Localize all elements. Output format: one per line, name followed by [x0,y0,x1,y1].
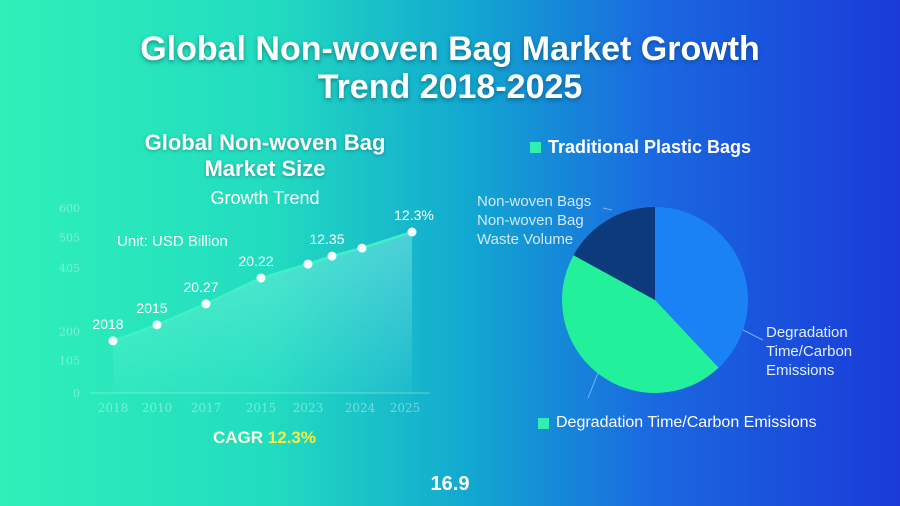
leader-line [742,329,764,341]
data-line [112,230,413,343]
cagr-label: CAGR [213,428,264,447]
x-tick-label: 2025 [390,401,421,415]
x-tick-label: 2010 [142,401,173,415]
data-point [201,299,211,309]
data-point [108,336,118,346]
main-title: Global Non-woven Bag Market Growth Trend… [0,30,900,106]
pie-label-dark: Non-woven Bags Non-woven Bag Waste Volum… [477,192,591,249]
pie-slice [655,207,748,368]
line-chart-title-line2: Market Size [204,156,326,181]
leader-line [587,372,599,399]
line-chart-title-line1: Global Non-woven Bag [144,130,386,155]
point-label: 2015 [136,300,167,316]
pie-legend-bottom: Degradation Time/Carbon Emissions [538,414,817,432]
bottom-value: 16.9 [430,473,470,495]
unit-label: Unit: USD Billion [117,233,228,250]
x-tick-label: 2018 [98,401,129,415]
data-point [303,259,313,269]
main-title-line1: Global Non-woven Bag Market Growth [140,30,760,68]
data-point [256,273,266,283]
legend-label: Traditional Plastic Bags [548,137,752,157]
pie-legend-top: Traditional Plastic Bags [530,137,751,158]
legend-swatch [538,417,549,429]
line-chart-subtitle: Growth Trend [210,188,320,208]
pie-label-line: Non-woven Bag [477,212,584,229]
y-tick-label: 0 [73,387,80,400]
line-area [113,232,412,393]
x-tick-label: 2024 [345,401,376,415]
pie-label-blue: Degradation Time/Carbon Emissions [766,323,852,380]
line-chart-title: Global Non-woven Bag Market Size [100,130,430,182]
data-point [357,243,367,253]
y-tick-label: 505 [59,231,80,244]
point-label: 20.27 [183,279,218,295]
y-tick-label: 405 [59,262,80,275]
pie-slice [573,207,655,300]
point-label: 2018 [92,316,123,332]
data-point [327,251,337,261]
cagr-value: 12.3% [267,428,316,447]
cagr: CAGR 12.3% [213,428,316,448]
y-tick-label: 105 [59,355,80,368]
y-tick-label: 200 [59,325,80,338]
x-tick-label: 2017 [191,401,222,415]
pie-label-line: Degradation [766,324,848,341]
pie-label-line: Non-woven Bags [477,193,592,210]
leader-line [602,207,613,211]
y-tick-label: 600 [59,202,80,215]
data-point [152,320,162,330]
point-label: 12.35 [309,231,344,247]
pie-label-line: Emissions [766,362,835,379]
legend-label: Degradation Time/Carbon Emissions [556,414,817,431]
pie-label-line: Waste Volume [477,231,574,248]
legend-swatch [530,142,541,153]
point-label: 12.3% [394,207,434,223]
pie-label-line: Time/Carbon [766,343,853,360]
data-point [407,227,417,237]
x-tick-label: 2015 [246,401,277,415]
main-title-line2: Trend 2018-2025 [317,68,583,106]
point-label: 20.22 [238,253,273,269]
pie-slice [562,255,719,393]
x-tick-label: 2023 [293,401,324,415]
